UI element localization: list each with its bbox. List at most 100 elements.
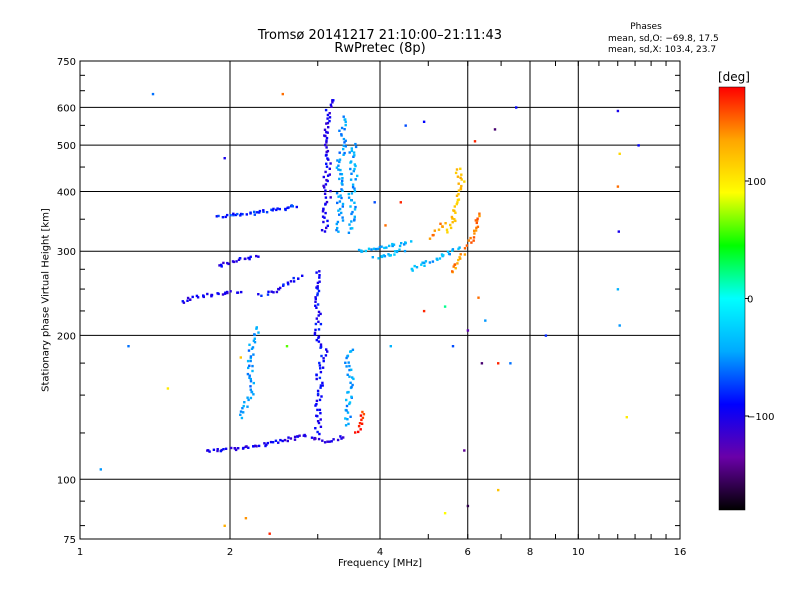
trace-point: [272, 291, 275, 294]
trace-point: [326, 179, 329, 183]
trace-point: [344, 361, 347, 364]
trace-point: [319, 418, 322, 421]
trace-point: [226, 261, 229, 265]
trace-point: [455, 194, 459, 197]
trace-point: [318, 408, 322, 412]
colorbar-tick-label: 100: [747, 177, 766, 188]
trace-point: [323, 192, 327, 195]
trace-point: [316, 285, 319, 288]
trace-point: [277, 288, 281, 291]
trace-point: [317, 421, 321, 425]
trace-point: [398, 244, 402, 248]
trace-point: [320, 354, 323, 358]
trace-point: [337, 209, 340, 212]
trace-point: [336, 438, 340, 442]
trace-point: [352, 169, 355, 173]
trace-point: [258, 209, 262, 213]
trace-point: [340, 126, 344, 130]
trace-point: [249, 396, 253, 400]
trace-point: [319, 370, 323, 374]
trace-point: [347, 361, 350, 364]
trace-point: [340, 437, 343, 440]
trace-point: [279, 286, 282, 290]
scatter-point: [422, 120, 426, 123]
trace-point: [451, 221, 454, 224]
trace-point: [314, 437, 317, 440]
trace-point: [248, 374, 251, 377]
chart-title: Tromsø 20141217 21:10:00–21:11:43: [257, 28, 503, 43]
trace-point: [206, 292, 209, 296]
trace-point: [321, 215, 325, 218]
trace-point: [350, 192, 354, 195]
trace-point: [317, 328, 321, 331]
trace-point: [339, 435, 342, 438]
trace-point: [350, 212, 353, 216]
trace-point: [449, 223, 452, 227]
trace-point: [325, 200, 329, 204]
trace-point: [445, 228, 449, 231]
trace-point: [327, 126, 330, 129]
trace-point: [316, 287, 319, 290]
trace-point: [341, 216, 344, 219]
trace-point: [456, 262, 459, 265]
scatter-point: [239, 356, 242, 359]
trace-point: [350, 172, 353, 175]
trace-point: [292, 276, 295, 280]
trace-point: [338, 200, 342, 203]
trace-point: [403, 249, 407, 253]
trace-point: [342, 115, 345, 118]
trace-point: [314, 328, 317, 332]
trace-point: [338, 151, 341, 154]
x-tick-label: 16: [674, 547, 687, 558]
trace-point: [329, 162, 332, 165]
trace-point: [459, 253, 462, 256]
trace-point: [242, 404, 245, 408]
trace-point: [316, 281, 320, 285]
trace-point: [424, 260, 428, 263]
trace-point: [324, 202, 327, 205]
trace-point: [378, 245, 382, 249]
trace-point: [329, 189, 332, 193]
trace-point: [239, 212, 243, 216]
trace-point: [449, 226, 453, 230]
colorbar-tick-label: 0: [747, 295, 753, 306]
trace-point: [428, 261, 432, 264]
trace-point: [324, 143, 327, 147]
trace-point: [257, 255, 260, 258]
trace-point: [349, 415, 352, 418]
trace-point: [232, 214, 235, 217]
colorbar-ticks: 100 0 −100: [745, 177, 774, 423]
trace-point: [251, 369, 254, 373]
trace-point: [344, 417, 347, 420]
trace-point: [423, 261, 426, 264]
trace-point: [186, 296, 190, 300]
y-tick-label: 200: [57, 331, 76, 342]
trace-point: [245, 213, 248, 216]
trace-point: [249, 380, 253, 383]
trace-point: [326, 157, 329, 160]
trace-point: [395, 250, 399, 253]
trace-point: [295, 205, 298, 209]
trace-point: [354, 164, 357, 168]
trace-point: [234, 213, 237, 217]
scatter-point: [480, 362, 484, 365]
trace-point: [318, 376, 322, 380]
trace-point: [353, 215, 356, 218]
trace-point: [318, 276, 321, 279]
trace-point: [358, 422, 362, 425]
trace-point: [357, 248, 361, 252]
trace-point: [351, 227, 354, 230]
trace-point: [331, 101, 334, 104]
x-tick-label: 6: [465, 547, 471, 558]
scatter-point: [509, 362, 512, 365]
trace-point: [456, 198, 460, 202]
trace-point: [304, 434, 307, 438]
trace-point: [181, 300, 184, 303]
trace-point: [350, 368, 353, 371]
trace-point: [362, 413, 366, 416]
trace-point: [222, 261, 225, 265]
y-tick-label: 300: [57, 247, 76, 258]
trace-point: [344, 145, 347, 148]
trace-point: [314, 296, 317, 299]
trace-point: [323, 134, 326, 137]
